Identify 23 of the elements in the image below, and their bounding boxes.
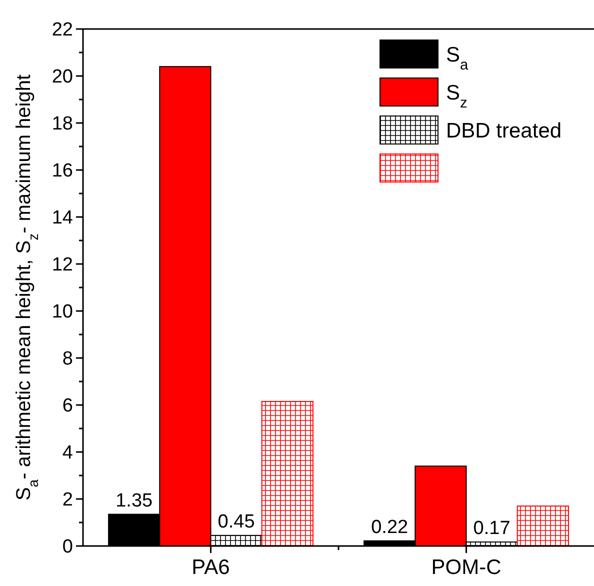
y-tick-label: 2 (62, 490, 73, 511)
legend-label: S$_{z}$ (446, 81, 468, 112)
bar (516, 506, 569, 546)
y-tick-label: 16 (52, 160, 73, 182)
y-tick-label: 4 (62, 442, 74, 464)
y-tick-label: 20 (52, 66, 73, 88)
data-label: 0.22 (371, 516, 408, 538)
y-tick-label: 0 (62, 536, 73, 558)
y-tick-label: 22 (52, 20, 73, 41)
legend-label: S$_{a}$ (446, 43, 470, 74)
x-tick-label: POM-C (431, 556, 502, 579)
y-tick-label: 14 (52, 208, 74, 229)
x-tick-label: PA6 (192, 556, 230, 579)
y-tick-label: 10 (52, 302, 73, 323)
data-label: 1.35 (116, 490, 153, 512)
bar (261, 400, 314, 546)
legend-label: DBD treated (446, 119, 562, 142)
data-label: 0.45 (218, 511, 255, 532)
y-tick-label: 12 (52, 254, 73, 276)
y-tick-label: 6 (62, 396, 73, 417)
y-tick-label: 18 (52, 114, 73, 135)
data-label: 0.17 (473, 518, 510, 540)
y-tick-label: 8 (62, 348, 73, 370)
